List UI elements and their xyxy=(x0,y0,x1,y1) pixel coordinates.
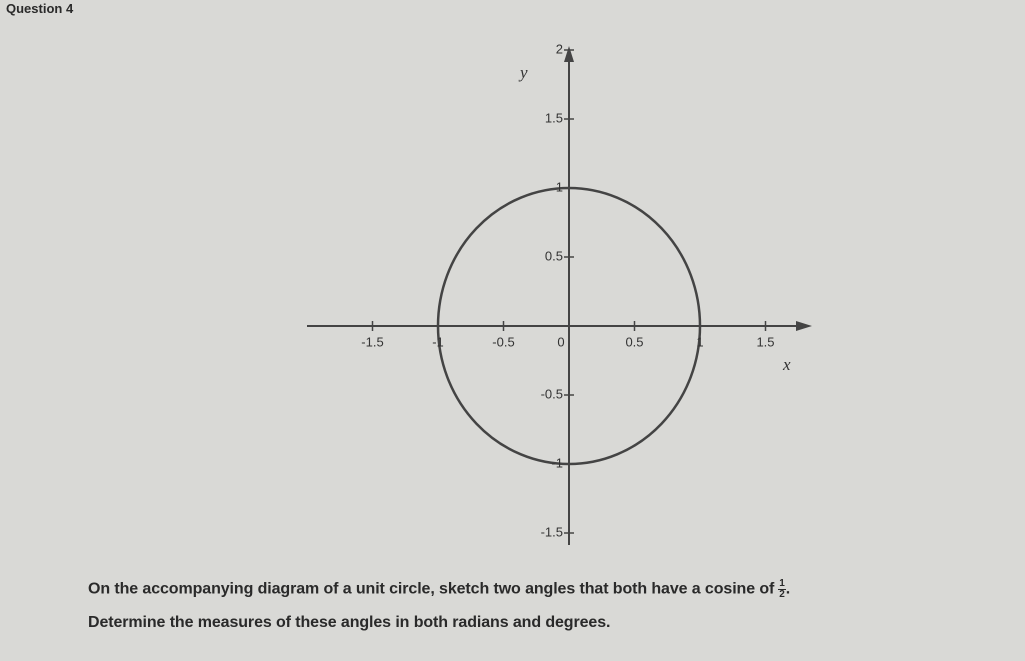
y-axis-label: y xyxy=(518,63,528,82)
prompt-end: . xyxy=(785,580,791,598)
y-tick-label: 1 xyxy=(556,179,563,194)
x-tick-label: -1.5 xyxy=(361,334,383,349)
x-tick-label: 1.5 xyxy=(756,334,774,349)
x-arrow xyxy=(796,321,812,331)
x-tick-label: 0 xyxy=(557,334,564,349)
x-axis-label: x xyxy=(782,355,791,374)
y-tick-label: -0.5 xyxy=(541,386,563,401)
denominator: 2 xyxy=(779,589,785,600)
x-tick-label: 0.5 xyxy=(625,334,643,349)
x-tick-label: 1 xyxy=(696,334,703,349)
y-tick-label: -1 xyxy=(551,455,563,470)
y-tick-label: 2 xyxy=(556,41,563,56)
x-tick-label: -0.5 xyxy=(492,334,514,349)
unit-circle-diagram: y x -1.5 -1 -0.5 0 0.5 1 1.5 2 1.5 1 0.5 -0.5 -1 -1.5 xyxy=(307,41,812,545)
prompt: On the accompanying diagram of a unit ci… xyxy=(88,579,790,600)
instruction: Determine the measures of these angles i… xyxy=(88,614,611,631)
y-arrow xyxy=(564,46,574,62)
prompt-text: On the accompanying diagram of a unit ci… xyxy=(88,580,775,598)
y-tick-label: 1.5 xyxy=(545,110,563,125)
question-label: Question 4 xyxy=(6,1,74,16)
numerator: 1 xyxy=(778,578,786,590)
y-tick-label: 0.5 xyxy=(545,248,563,263)
y-tick-label: -1.5 xyxy=(541,524,563,539)
x-tick-label: -1 xyxy=(432,334,444,349)
